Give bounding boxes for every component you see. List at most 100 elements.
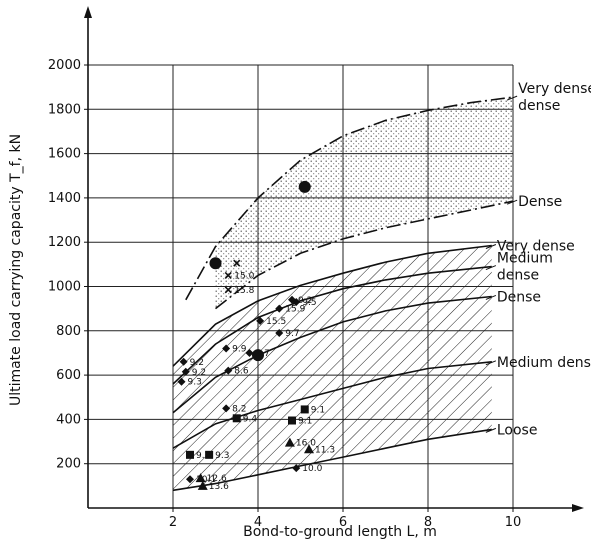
point-22-square xyxy=(300,405,309,414)
point-11-diamond-label: 9.9 xyxy=(232,345,247,355)
curve-label-3-line2: dense xyxy=(497,268,539,284)
point-14-diamond xyxy=(222,404,231,413)
point-24-triangle-label: 11.3 xyxy=(315,445,335,455)
point-5-cross xyxy=(224,286,232,294)
y-axis-label: Ultimate load carrying capacity T_f, kN xyxy=(8,134,24,406)
ytick-label-600: 600 xyxy=(56,368,81,383)
ytick-label-1000: 1000 xyxy=(48,280,81,295)
point-11-diamond xyxy=(222,344,231,353)
axes xyxy=(84,6,584,512)
point-25-triangle-label: 12.6 xyxy=(207,474,227,484)
curve-label-3: Medium xyxy=(497,251,553,267)
curve-label-2: Very dense xyxy=(497,239,575,255)
curves xyxy=(172,96,514,492)
curve-3-medium xyxy=(172,265,492,385)
point-18-square-label: 9.4 xyxy=(243,414,258,424)
point-12-diamond-label: 9.7 xyxy=(256,349,270,359)
point-8-diamond-label: 15.9 xyxy=(285,305,305,315)
stipple-band-very-dense-to-dense xyxy=(215,97,513,309)
point-19-square-label: 9.2 xyxy=(196,451,210,461)
point-9-diamond xyxy=(256,316,265,325)
curve-label-0: Very dense xyxy=(518,81,591,97)
point-9-diamond-label: 15.5 xyxy=(266,317,286,327)
point-16-diamond-label: 9.2 xyxy=(192,368,206,378)
point-13-diamond xyxy=(224,366,233,375)
curve-label-4: Dense xyxy=(497,289,541,305)
point-23-triangle-label: 16.0 xyxy=(296,439,316,449)
curve-6-loose xyxy=(172,428,492,492)
point-17-diamond-label: 9.3 xyxy=(188,378,202,388)
ytick-label-200: 200 xyxy=(56,457,81,472)
ytick-label-1600: 1600 xyxy=(48,147,81,162)
xtick-label-2: 2 xyxy=(169,515,177,530)
point-2-big-dot xyxy=(252,349,264,362)
ytick-label-400: 400 xyxy=(56,412,81,427)
point-27-diamond-label: 10.1 xyxy=(196,475,216,485)
ytick-label-1400: 1400 xyxy=(48,191,81,206)
point-24-triangle xyxy=(304,444,314,454)
point-13-diamond-label: 8.6 xyxy=(234,367,249,377)
point-3-cross xyxy=(233,259,241,267)
ytick-label-2000: 2000 xyxy=(48,58,81,73)
x-axis-arrow xyxy=(572,504,584,512)
ytick-label-800: 800 xyxy=(56,324,81,339)
curve-label-leader-4 xyxy=(485,295,497,300)
point-7-diamond-label: 9.5 xyxy=(302,298,316,308)
y-axis-arrow xyxy=(84,6,92,18)
curve-label-leader-1 xyxy=(506,199,518,205)
point-7-diamond xyxy=(292,298,301,307)
xtick-label-10: 10 xyxy=(505,515,522,530)
point-28-diamond xyxy=(292,464,301,473)
curve-label-0-line2: dense xyxy=(518,98,560,114)
point-21-square-label: 9.1 xyxy=(298,417,312,427)
point-23-triangle xyxy=(284,437,295,447)
curve-label-6: Loose xyxy=(497,422,538,438)
curve-label-leader-6 xyxy=(485,427,497,433)
curve-5-medium-dense xyxy=(172,361,492,449)
curve-label-leader-3 xyxy=(485,265,497,271)
point-6-diamond-label: 9.2 xyxy=(298,296,312,306)
point-25-triangle xyxy=(195,473,206,483)
point-4-cross xyxy=(224,271,232,279)
curve-label-1: Dense xyxy=(518,194,562,210)
point-26-triangle-label: 13.6 xyxy=(209,482,229,492)
point-1-big-dot xyxy=(298,180,311,193)
point-20-square-label: 9.3 xyxy=(215,451,229,461)
point-12-diamond xyxy=(245,348,254,357)
point-21-square xyxy=(288,416,296,425)
point-22-square-label: 9.1 xyxy=(311,405,325,415)
data-points: 15.015.89.29.515.915.59.79.9 9.78.68.29.2… xyxy=(177,180,335,492)
curve-label-5: Medium dense xyxy=(497,355,591,371)
point-15-diamond-label: 9.2 xyxy=(190,358,204,368)
xtick-label-4: 4 xyxy=(254,515,262,530)
point-15-diamond xyxy=(179,357,188,366)
curve-label-leader-2 xyxy=(485,244,497,249)
curve-label-leader-0 xyxy=(506,95,518,101)
curve-1-dense xyxy=(215,200,514,310)
point-8-diamond xyxy=(275,304,284,313)
ytick-label-1200: 1200 xyxy=(48,235,81,250)
curve-2-very-dense xyxy=(172,244,492,367)
point-10-diamond-label: 9.7 xyxy=(285,329,299,339)
curve-0-very-dense xyxy=(185,96,514,301)
xtick-label-6: 6 xyxy=(339,515,347,530)
curve-4-dense xyxy=(172,295,492,414)
point-19-square xyxy=(186,450,194,459)
point-26-triangle xyxy=(197,480,208,490)
point-10-diamond xyxy=(275,329,284,338)
point-18-square xyxy=(232,414,241,423)
point-20-square xyxy=(205,450,214,459)
point-27-diamond xyxy=(186,475,194,484)
ytick-label-1800: 1800 xyxy=(48,102,81,117)
grid xyxy=(84,64,514,512)
point-4-cross-label: 15.0 xyxy=(234,271,254,281)
x-axis-label: Bond-to-ground length L, m xyxy=(243,524,437,540)
point-16-diamond xyxy=(181,367,190,376)
point-28-diamond-label: 10.0 xyxy=(302,464,322,474)
point-5-cross-label: 15.8 xyxy=(234,286,254,296)
xtick-label-8: 8 xyxy=(424,515,432,530)
curve-label-leader-5 xyxy=(485,360,497,366)
tick-labels: 200 400 600 800 1000 1200 1400 1600 1800 2000 2 4 6 8… xyxy=(48,58,521,530)
